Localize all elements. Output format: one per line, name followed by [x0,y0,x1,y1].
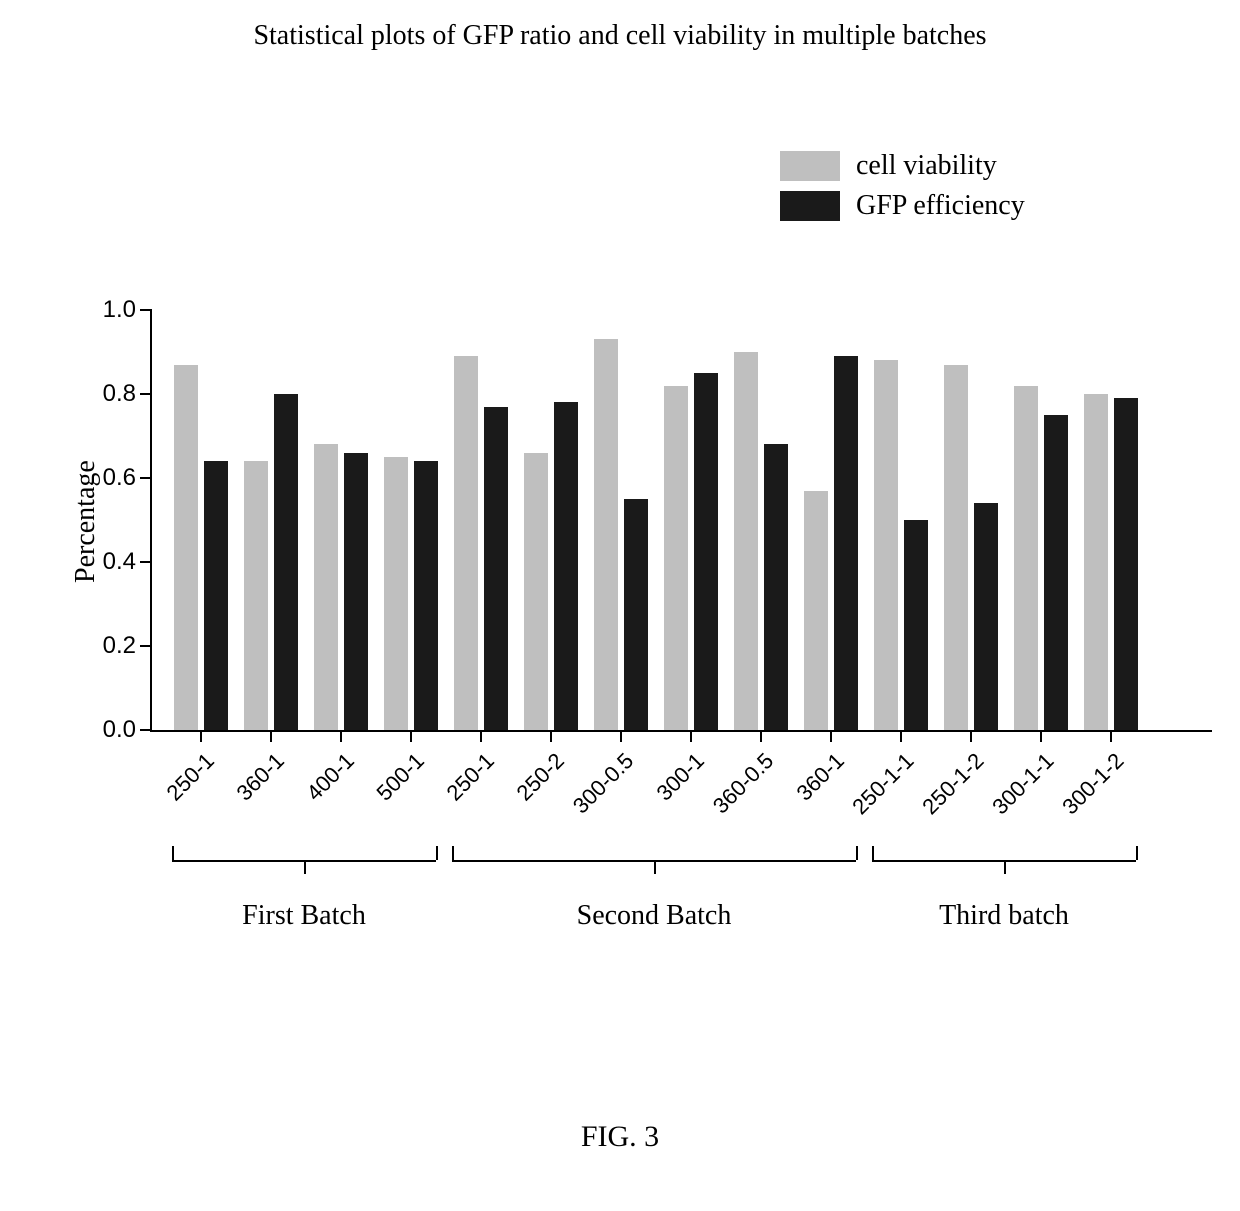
batch-bracket-tick [304,860,306,874]
x-tick [1110,730,1112,742]
y-tick [140,729,152,731]
batch-bracket-tick [856,846,858,860]
bar-gfp-efficiency [554,402,578,730]
legend-label: cell viability [856,150,997,182]
bar-gfp-efficiency [764,444,788,730]
bar-cell-viability [454,356,478,730]
x-tick-label: 250-1-1 [847,748,919,820]
x-tick-label: 300-0.5 [568,748,639,819]
batch-label: First Batch [214,900,394,932]
bar-gfp-efficiency [274,394,298,730]
figure-caption: FIG. 3 [0,1120,1240,1154]
y-tick-label: 1.0 [92,296,136,324]
y-tick-label: 0.6 [92,464,136,492]
bar-gfp-efficiency [484,407,508,730]
y-tick [140,645,152,647]
batch-bracket-tick [654,860,656,874]
bar-cell-viability [174,365,198,730]
plot-region: 0.00.20.40.60.81.0250-1360-1400-1500-125… [150,310,1212,732]
x-tick [620,730,622,742]
bar-gfp-efficiency [414,461,438,730]
bar-cell-viability [524,453,548,730]
x-tick-label: 360-1 [791,748,849,806]
batch-bracket-tick [1004,860,1006,874]
bar-cell-viability [664,386,688,730]
batch-bracket-tick [1136,846,1138,860]
legend-label: GFP efficiency [856,190,1025,222]
bar-cell-viability [314,444,338,730]
bar-cell-viability [804,491,828,730]
bar-gfp-efficiency [1114,398,1138,730]
y-tick [140,309,152,311]
batch-label: Second Batch [564,900,744,932]
x-tick [340,730,342,742]
x-tick [690,730,692,742]
x-tick [410,730,412,742]
y-tick [140,393,152,395]
x-tick-label: 250-1 [161,748,219,806]
y-tick [140,477,152,479]
bar-gfp-efficiency [1044,415,1068,730]
x-tick [760,730,762,742]
legend-swatch [780,151,840,181]
legend: cell viability GFP efficiency [780,150,1025,230]
bar-cell-viability [874,360,898,730]
y-tick [140,561,152,563]
bar-cell-viability [594,339,618,730]
x-tick-label: 400-1 [301,748,359,806]
legend-item: cell viability [780,150,1025,182]
bar-gfp-efficiency [344,453,368,730]
x-tick-label: 250-1 [441,748,499,806]
x-tick [270,730,272,742]
y-tick-label: 0.0 [92,716,136,744]
x-tick-label: 500-1 [371,748,429,806]
bar-cell-viability [1014,386,1038,730]
bar-cell-viability [244,461,268,730]
bar-cell-viability [384,457,408,730]
x-tick-label: 360-0.5 [708,748,779,819]
x-tick-label: 300-1-2 [1057,748,1129,820]
chart-area: Percentage 0.00.20.40.60.81.0250-1360-14… [70,310,1210,960]
bar-gfp-efficiency [834,356,858,730]
batch-bracket-tick [452,846,454,860]
bar-gfp-efficiency [694,373,718,730]
x-tick [830,730,832,742]
x-tick [900,730,902,742]
legend-item: GFP efficiency [780,190,1025,222]
bar-cell-viability [1084,394,1108,730]
x-tick-label: 300-1-1 [987,748,1059,820]
y-tick-label: 0.4 [92,548,136,576]
bar-cell-viability [944,365,968,730]
x-tick-label: 250-1-2 [917,748,989,820]
figure-page: Statistical plots of GFP ratio and cell … [0,0,1240,1211]
chart-title: Statistical plots of GFP ratio and cell … [0,20,1240,52]
bar-gfp-efficiency [624,499,648,730]
x-tick [480,730,482,742]
legend-swatch [780,191,840,221]
batch-bracket-tick [172,846,174,860]
bar-gfp-efficiency [974,503,998,730]
batch-bracket-tick [872,846,874,860]
y-tick-label: 0.8 [92,380,136,408]
y-tick-label: 0.2 [92,632,136,660]
x-tick [1040,730,1042,742]
x-tick [200,730,202,742]
bar-cell-viability [734,352,758,730]
x-tick [970,730,972,742]
x-tick [550,730,552,742]
x-tick-label: 360-1 [231,748,289,806]
x-tick-label: 250-2 [511,748,569,806]
batch-label: Third batch [914,900,1094,932]
batch-bracket-tick [436,846,438,860]
bar-gfp-efficiency [204,461,228,730]
bar-gfp-efficiency [904,520,928,730]
x-tick-label: 300-1 [651,748,709,806]
